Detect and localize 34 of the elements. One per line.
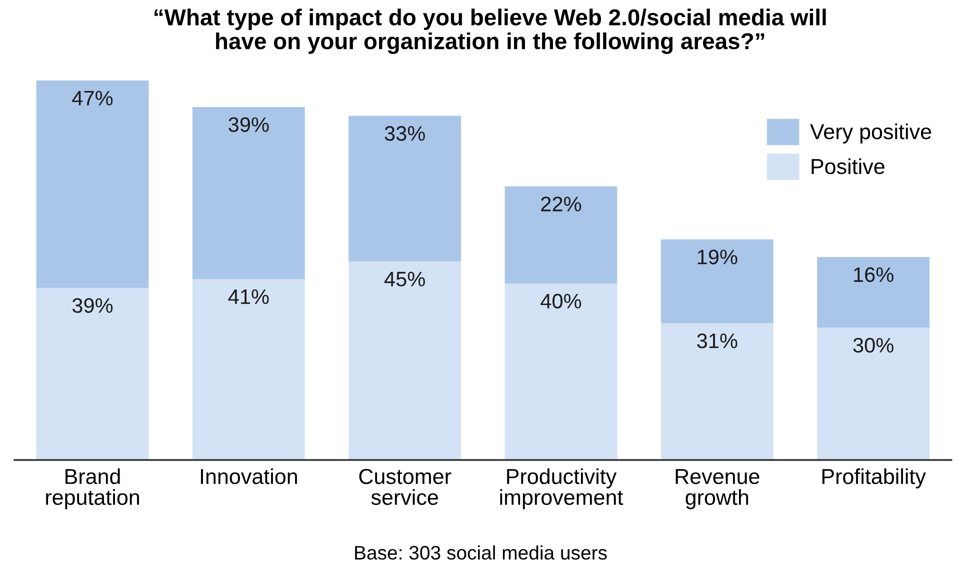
bar [348, 116, 462, 262]
bar [817, 328, 930, 460]
x-tick-label: Revenue growth [676, 469, 760, 510]
text: Base: 303 social media users [355, 545, 607, 560]
data-label: 33% [384, 126, 425, 141]
x-tick-label: Customer service [359, 468, 452, 505]
data-label: 39% [72, 298, 113, 313]
data-label: 41% [228, 289, 269, 304]
data-label: 16% [854, 267, 894, 282]
bar [660, 323, 774, 460]
x-tick-label: Profitability [822, 468, 926, 488]
bar [192, 279, 305, 460]
data-label: 47% [72, 90, 113, 106]
legend-label: Positive [812, 158, 884, 174]
bar [36, 80, 149, 288]
bar [348, 261, 462, 460]
bar [504, 283, 618, 460]
x-tick-label: Brand reputation [46, 468, 139, 510]
data-label: 30% [853, 338, 894, 353]
data-label: 45% [384, 272, 425, 286]
bar [504, 186, 618, 284]
bar [817, 257, 930, 328]
data-label: 22% [541, 196, 582, 212]
bar [36, 288, 149, 460]
data-label: 19% [698, 250, 738, 264]
x-tick-label: Innovation [200, 468, 297, 484]
data-label: 31% [697, 333, 738, 348]
bar [192, 106, 305, 280]
x-tick-label: Productivity improvement [500, 468, 624, 510]
bar [660, 239, 774, 324]
data-label: 40% [540, 294, 582, 308]
data-label: 39% [228, 117, 269, 132]
legend-label: Very positive [810, 123, 932, 144]
chart-title: “What type of impact do you believe Web 2.0/social media will have on your organization in the following areas?” [154, 8, 826, 54]
